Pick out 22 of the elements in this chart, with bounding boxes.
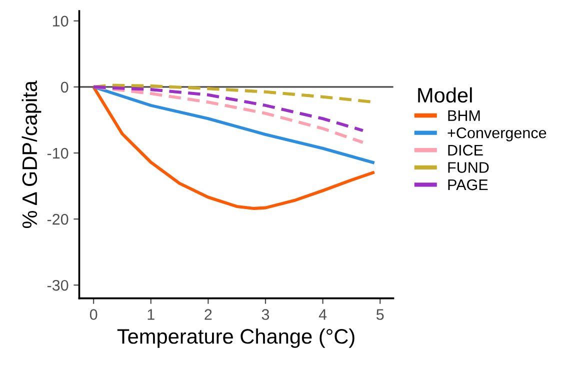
x-tick-label: 1 [148,309,154,320]
legend-label: +Convergence [448,127,546,142]
x-tick-label: 4 [318,309,327,320]
legend-label: PAGE [448,179,488,190]
y-tick-label: -10 [47,148,68,159]
line-series [92,85,376,164]
y-tick-label: 0 [60,82,68,93]
legend-label: BHM [448,110,480,121]
x-tick-label: 3 [262,309,270,320]
y-axis-title: % Δ GDP/capita [22,80,42,228]
legend-title: Model [418,87,472,103]
x-axis-title: Temperature Change (°C) [117,328,354,348]
y-tick-label: -20 [47,214,68,225]
x-tick-label: 0 [90,309,98,320]
y-tick-label: -30 [47,280,68,291]
x-tick-label: 2 [204,309,212,320]
line-series [92,85,376,210]
y-tick-label: 10 [53,16,68,27]
line-series [92,85,364,132]
legend-label: DICE [448,144,483,156]
legend-label: FUND [448,162,489,173]
x-tick-label: 5 [376,309,384,320]
